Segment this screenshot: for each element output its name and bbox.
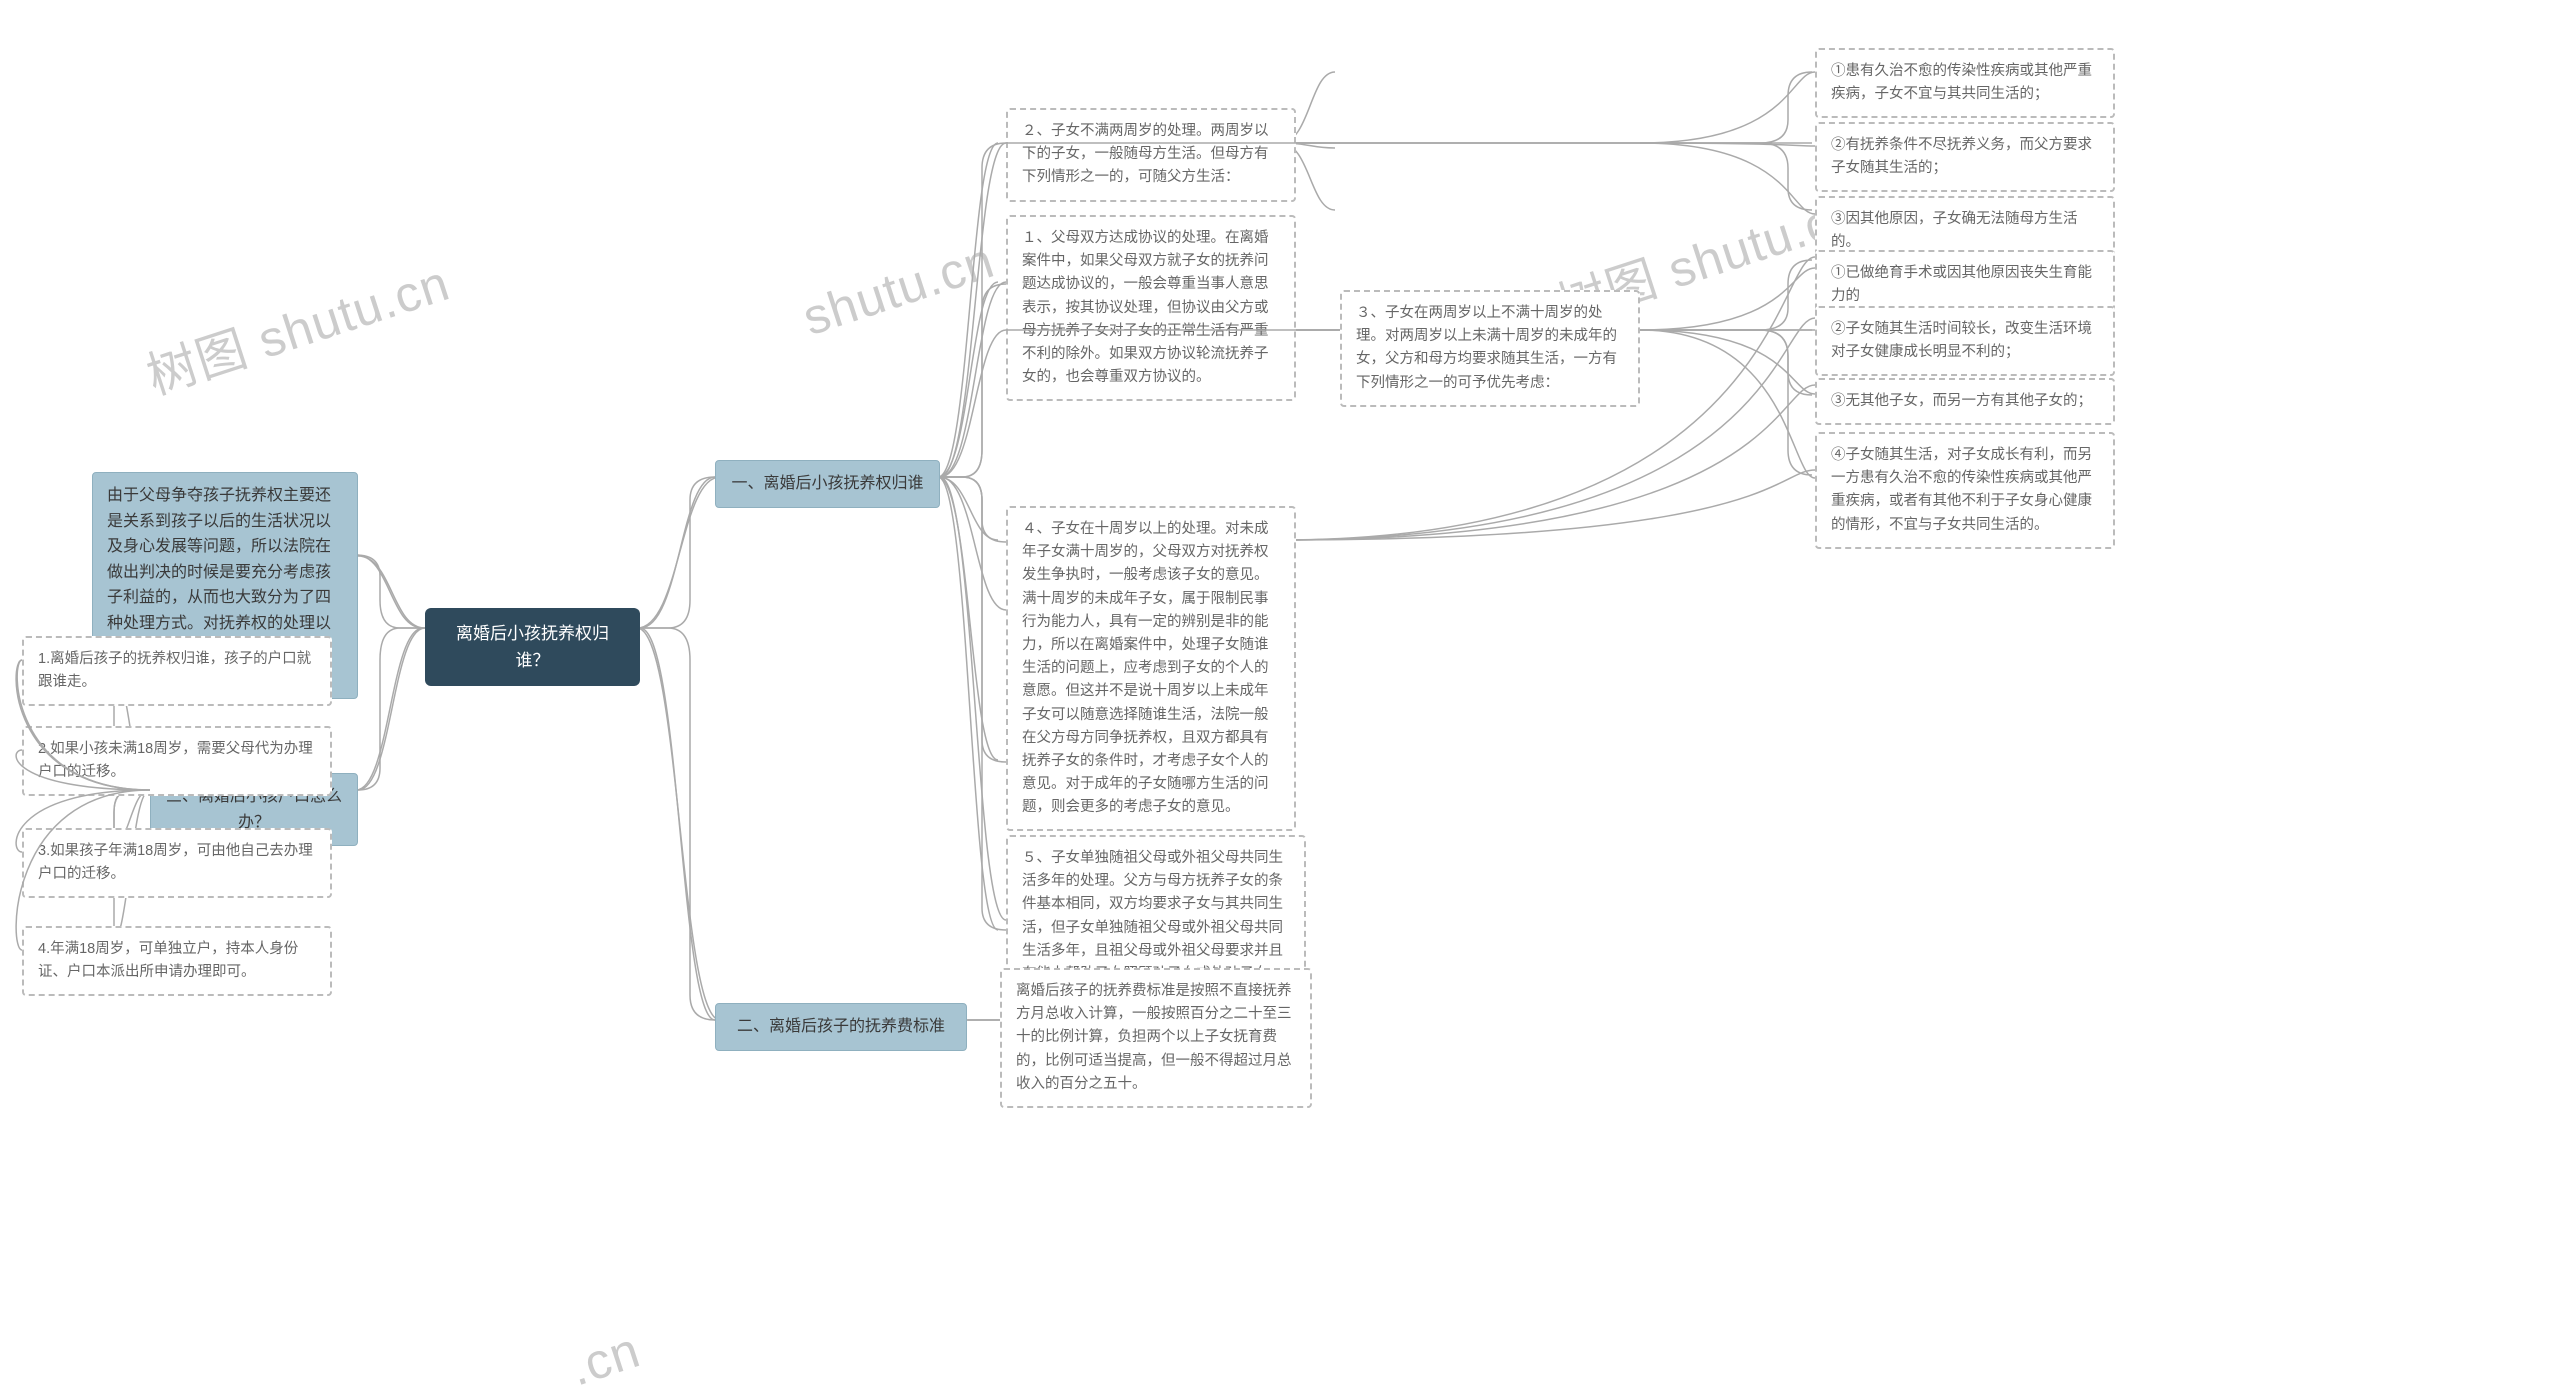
sec3-item-3: 3.如果孩子年满18周岁，可由他自己去办理户口的迁移。 xyxy=(22,828,332,898)
sec3-item-1: 1.离婚后孩子的抚养权归谁，孩子的户口就跟谁走。 xyxy=(22,636,332,706)
sec1-sub2-1: ①患有久治不愈的传染性疾病或其他严重疾病，子女不宜与其共同生活的； xyxy=(1815,48,2115,118)
sec1-item-4: ４、子女在十周岁以上的处理。对未成年子女满十周岁的，父母双方对抚养权发生争执时，… xyxy=(1006,506,1296,831)
sec1-item-2: ２、子女不满两周岁的处理。两周岁以下的子女，一般随母方生活。但母方有下列情形之一… xyxy=(1006,108,1296,202)
sec1-sub2-2: ②有抚养条件不尽抚养义务，而父方要求子女随其生活的； xyxy=(1815,122,2115,192)
section-2-text: 离婚后孩子的抚养费标准是按照不直接抚养方月总收入计算，一般按照百分之二十至三十的… xyxy=(1000,968,1312,1108)
sec3-item-4: 4.年满18周岁，可单独立户，持本人身份证、户口本派出所申请办理即可。 xyxy=(22,926,332,996)
sec3-item-2: 2.如果小孩未满18周岁，需要父母代为办理户口的迁移。 xyxy=(22,726,332,796)
sec1-item-1: １、父母双方达成协议的处理。在离婚案件中，如果父母双方就子女的抚养问题达成协议的… xyxy=(1006,215,1296,401)
sec1-sub3-4: ④子女随其生活，对子女成长有利，而另一方患有久治不愈的传染性疾病或其他严重疾病，… xyxy=(1815,432,2115,549)
watermark: 树图 shutu.cn xyxy=(137,243,458,408)
sec1-sub3-2: ②子女随其生活时间较长，改变生活环境对子女健康成长明显不利的； xyxy=(1815,306,2115,376)
sec1-node-3: ３、子女在两周岁以上不满十周岁的处理。对两周岁以上未满十周岁的未成年的女，父方和… xyxy=(1340,290,1640,407)
sec1-sub3-3: ③无其他子女，而另一方有其他子女的； xyxy=(1815,378,2115,425)
watermark: .cn xyxy=(563,1321,647,1397)
section-2-title: 二、离婚后孩子的抚养费标准 xyxy=(715,1003,967,1051)
watermark: shutu.cn xyxy=(796,231,1001,347)
root-node: 离婚后小孩抚养权归谁？ xyxy=(425,608,640,686)
section-1-title: 一、离婚后小孩抚养权归谁 xyxy=(715,460,940,508)
